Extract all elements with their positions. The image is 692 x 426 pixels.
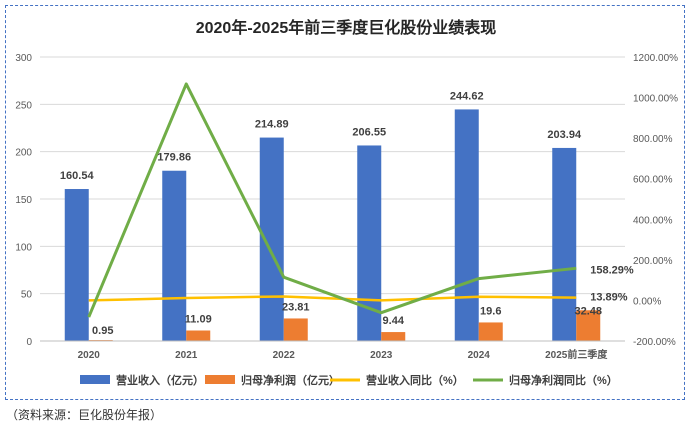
bar-revenue: [64, 189, 89, 341]
x-tick-label: 2025前三季度: [545, 348, 608, 361]
bar-value-label: 32.48: [574, 305, 602, 317]
lines: [87, 82, 577, 318]
legend-label: 归母净利润同比（%）: [509, 373, 618, 387]
y-right-tick-label: 400.00%: [633, 215, 673, 226]
x-tick-label: 2024: [468, 350, 491, 361]
bar-value-label: 206.55: [352, 126, 386, 138]
legend-label: 归母净利润（亿元）: [241, 373, 340, 387]
bar-value-label: 19.6: [480, 305, 501, 317]
y-right-tick-label: 1000.00%: [633, 94, 678, 105]
data-labels: 160.54 179.86 214.89 206.55 244.62 203.94 0.95…: [60, 90, 634, 337]
bars: [64, 109, 601, 342]
bar-revenue: [162, 170, 187, 341]
y-right-tick-label: 600.00%: [633, 175, 673, 186]
x-tick-label: 2020: [78, 350, 101, 361]
y-right-tick-label: 200.00%: [633, 256, 673, 267]
bar-net-profit: [186, 330, 211, 341]
bar-net-profit: [576, 310, 601, 341]
y-left-tick-label: 250: [15, 100, 32, 111]
bar-value-label: 0.95: [92, 325, 113, 337]
y-left-tick-label: 150: [15, 195, 32, 206]
y-left-tick-label: 0: [26, 337, 32, 348]
chart-title: 2020年-2025年前三季度巨化股份业绩表现: [196, 18, 497, 37]
line-profit-yoy: [87, 82, 577, 318]
legend-swatch: [205, 375, 235, 384]
bar-revenue: [454, 109, 479, 342]
axes: 0 50 100 150 200 250 300 -200.00% 0.00% 200.00% 40…: [15, 53, 678, 361]
y-right-tick-label: 0.00%: [633, 296, 661, 307]
line-value-label: 13.89%: [590, 292, 628, 304]
bar-value-label: 23.81: [282, 301, 310, 313]
line-revenue-yoy: [88, 295, 577, 302]
bar-value-label: 11.09: [185, 314, 212, 326]
x-tick-label: 2021: [175, 350, 198, 361]
y-left-tick-label: 300: [15, 53, 32, 64]
bar-value-label: 244.62: [450, 90, 484, 102]
legend-swatch: [80, 375, 110, 384]
y-left-tick-label: 50: [21, 290, 33, 301]
chart-border: [5, 5, 685, 400]
y-right-tick-label: 800.00%: [633, 134, 673, 145]
line-value-label: 158.29%: [590, 264, 634, 276]
bar-value-label: 179.86: [157, 152, 191, 164]
bar-value-label: 9.44: [383, 315, 405, 327]
source-note: （资料来源：巨化股份年报）: [6, 408, 163, 422]
y-left-tick-label: 200: [15, 148, 32, 159]
bar-net-profit: [478, 322, 503, 341]
legend-label: 营业收入（亿元）: [116, 373, 204, 387]
bar-value-label: 160.54: [60, 170, 95, 182]
y-right-tick-label: -200.00%: [633, 337, 676, 348]
bar-net-profit: [381, 332, 406, 341]
x-tick-label: 2023: [370, 350, 393, 361]
bar-revenue: [552, 147, 577, 341]
bar-net-profit: [283, 318, 308, 341]
y-right-tick-label: 1200.00%: [633, 53, 678, 64]
bar-value-label: 203.94: [547, 129, 582, 141]
bar-value-label: 214.89: [255, 119, 289, 131]
y-left-tick-label: 100: [15, 242, 32, 253]
x-tick-label: 2022: [273, 350, 296, 361]
legend-label: 营业收入同比（%）: [366, 373, 464, 387]
legend: 营业收入（亿元） 归母净利润（亿元） 营业收入同比（%） 归母净利润同比（%）: [80, 373, 618, 387]
